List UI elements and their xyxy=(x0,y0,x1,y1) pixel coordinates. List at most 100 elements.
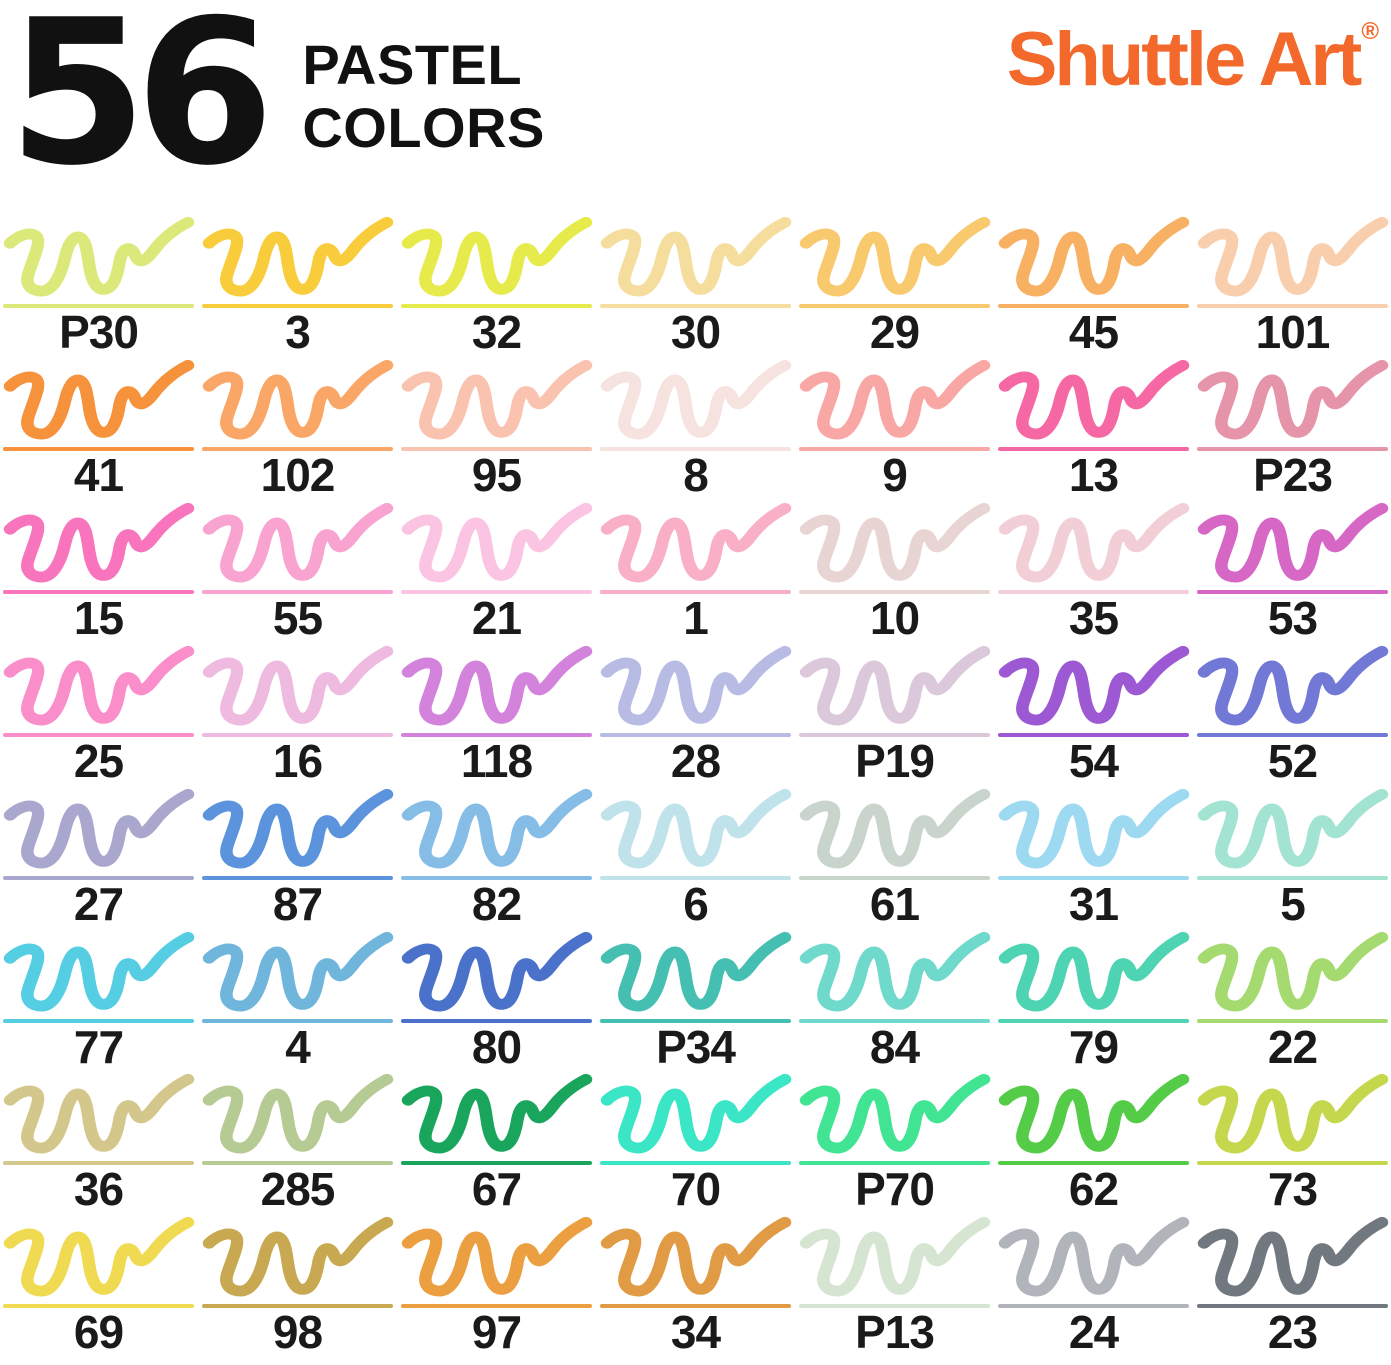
swatch-underline xyxy=(401,1018,592,1023)
swatch-label: P13 xyxy=(855,1306,935,1359)
swatch-label: P19 xyxy=(855,734,935,787)
swatch-label: 8 xyxy=(683,448,709,501)
marker-brush-stroke-icon xyxy=(202,788,394,869)
swatch-label: 77 xyxy=(73,1020,124,1073)
swatch-cell: 24 xyxy=(998,1217,1190,1356)
swatch-underline xyxy=(3,875,194,880)
swatch-cell: 82 xyxy=(401,788,593,930)
marker-brush-stroke-icon xyxy=(1197,502,1389,583)
swatch-underline xyxy=(401,304,592,308)
swatch-cell: 9 xyxy=(799,359,991,501)
marker-brush-stroke-icon xyxy=(202,1217,394,1297)
marker-brush-stroke-icon xyxy=(998,1074,1190,1154)
marker-brush-stroke-icon xyxy=(799,645,991,726)
title-line-colors: COLORS xyxy=(302,96,545,159)
marker-brush-stroke-icon xyxy=(3,216,195,297)
swatch-label: 35 xyxy=(1068,591,1119,644)
swatch-cell: 77 xyxy=(3,931,195,1073)
swatch-label: 10 xyxy=(869,591,920,644)
marker-brush-stroke-icon xyxy=(600,931,792,1012)
swatch-label: 285 xyxy=(260,1163,336,1216)
marker-brush-stroke-icon xyxy=(799,788,991,869)
marker-brush-stroke-icon xyxy=(401,645,593,726)
marker-brush-stroke-icon xyxy=(202,502,394,583)
marker-brush-stroke-icon xyxy=(401,1217,593,1297)
marker-brush-stroke-icon xyxy=(3,502,195,583)
swatch-cell: 80 xyxy=(401,931,593,1071)
swatch-underline xyxy=(202,732,393,737)
swatch-underline xyxy=(799,1161,990,1166)
marker-brush-stroke-icon xyxy=(600,645,792,726)
marker-brush-stroke-icon xyxy=(998,645,1190,726)
swatch-label: 97 xyxy=(471,1306,522,1359)
marker-brush-stroke-icon xyxy=(202,931,394,1012)
swatch-label: 62 xyxy=(1068,1163,1119,1216)
swatch-underline xyxy=(600,1304,791,1309)
swatch-cell: 55 xyxy=(202,502,394,642)
page-title: PASTEL COLORS xyxy=(302,34,545,159)
swatch-label: P30 xyxy=(59,306,139,358)
swatch-underline xyxy=(401,1161,592,1166)
swatch-cell: 84 xyxy=(799,931,991,1071)
swatch-label: 16 xyxy=(272,734,323,787)
swatch-label: 9 xyxy=(882,448,908,501)
swatch-cell: 28 xyxy=(600,645,792,787)
swatch-label: 28 xyxy=(670,734,721,787)
marker-brush-stroke-icon xyxy=(799,931,991,1012)
swatch-label: 61 xyxy=(869,877,920,930)
swatch-underline xyxy=(600,875,791,880)
swatch-label: 21 xyxy=(471,591,522,644)
swatch-underline xyxy=(799,1304,990,1309)
marker-brush-stroke-icon xyxy=(998,502,1190,583)
brand-logo: Shuttle Art® xyxy=(1007,16,1379,103)
swatch-cell: 118 xyxy=(401,645,593,785)
swatch-label: 32 xyxy=(471,306,522,358)
swatch-cell: 32 xyxy=(401,216,593,358)
swatch-underline xyxy=(1197,732,1388,737)
swatch-underline xyxy=(600,304,791,308)
marker-brush-stroke-icon xyxy=(401,216,593,297)
swatch-cell: 10 xyxy=(799,502,991,644)
marker-brush-stroke-icon xyxy=(1197,359,1389,440)
swatch-underline xyxy=(401,1304,592,1309)
swatch-cell: 102 xyxy=(202,359,394,501)
swatch-label: 82 xyxy=(471,877,522,930)
swatch-label: P70 xyxy=(855,1163,935,1216)
marker-brush-stroke-icon xyxy=(799,1217,991,1297)
swatch-label: 41 xyxy=(73,448,124,501)
marker-brush-stroke-icon xyxy=(3,359,195,440)
swatch-cell: 5 xyxy=(1197,788,1389,928)
swatch-underline xyxy=(600,1018,791,1023)
marker-brush-stroke-icon xyxy=(600,216,792,297)
swatch-cell: 16 xyxy=(202,645,394,787)
marker-brush-stroke-icon xyxy=(202,1074,394,1154)
marker-brush-stroke-icon xyxy=(3,645,195,726)
marker-brush-stroke-icon xyxy=(600,1074,792,1154)
swatch-underline xyxy=(998,589,1189,594)
swatch-underline xyxy=(1197,1018,1388,1023)
swatch-cell: P30 xyxy=(3,216,195,358)
swatch-cell: P19 xyxy=(799,645,991,787)
swatch-cell: 285 xyxy=(202,1074,394,1216)
swatch-label: 6 xyxy=(683,877,709,930)
swatch-label: 69 xyxy=(73,1306,124,1359)
swatch-cell: 6 xyxy=(600,788,792,930)
swatch-label: P34 xyxy=(656,1020,736,1073)
swatch-underline xyxy=(1197,875,1388,880)
swatch-label: 101 xyxy=(1255,306,1331,358)
swatch-cell: P13 xyxy=(799,1217,991,1359)
swatch-underline xyxy=(1197,589,1388,594)
swatch-label: 54 xyxy=(1068,734,1119,787)
swatch-underline xyxy=(3,589,194,594)
swatch-underline xyxy=(600,589,791,594)
swatch-cell: 61 xyxy=(799,788,991,930)
swatch-cell: 8 xyxy=(600,359,792,501)
swatch-cell: 36 xyxy=(3,1074,195,1213)
swatch-label: 27 xyxy=(73,877,124,930)
swatch-underline xyxy=(998,1018,1189,1023)
swatch-label: P23 xyxy=(1253,448,1333,501)
swatch-label: 22 xyxy=(1267,1020,1318,1073)
swatch-cell: 13 xyxy=(998,359,1190,499)
swatch-cell: 70 xyxy=(600,1074,792,1213)
swatch-label: 102 xyxy=(260,448,336,501)
